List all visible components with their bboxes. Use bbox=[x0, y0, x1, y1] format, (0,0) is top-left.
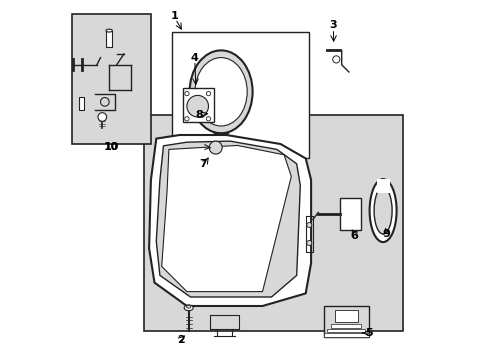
Circle shape bbox=[98, 113, 106, 121]
Circle shape bbox=[206, 117, 210, 121]
Circle shape bbox=[186, 95, 208, 117]
Ellipse shape bbox=[186, 305, 190, 308]
Text: 5: 5 bbox=[364, 328, 372, 338]
Circle shape bbox=[306, 240, 311, 246]
Polygon shape bbox=[149, 135, 310, 306]
Bar bbox=[183, 88, 213, 122]
Ellipse shape bbox=[195, 58, 247, 126]
Bar bbox=[330, 324, 361, 328]
Bar bbox=[143, 115, 402, 331]
Circle shape bbox=[209, 141, 222, 154]
Text: 4: 4 bbox=[190, 53, 198, 63]
Bar bbox=[106, 31, 112, 47]
Ellipse shape bbox=[373, 187, 391, 234]
Circle shape bbox=[101, 98, 109, 106]
Bar bbox=[72, 14, 151, 144]
Text: 1: 1 bbox=[170, 11, 178, 21]
Text: 2: 2 bbox=[177, 335, 185, 345]
Bar bbox=[323, 306, 368, 337]
Circle shape bbox=[184, 117, 189, 121]
Text: 7: 7 bbox=[199, 159, 206, 169]
Circle shape bbox=[306, 222, 311, 228]
Polygon shape bbox=[156, 141, 300, 297]
Text: 8: 8 bbox=[195, 110, 203, 120]
Bar bbox=[326, 329, 365, 332]
Bar bbox=[339, 198, 361, 230]
Bar bbox=[323, 333, 368, 337]
Circle shape bbox=[184, 91, 189, 96]
Polygon shape bbox=[376, 179, 389, 193]
Ellipse shape bbox=[106, 29, 112, 32]
Ellipse shape bbox=[369, 179, 396, 242]
Bar bbox=[172, 32, 309, 158]
Bar bbox=[79, 97, 84, 110]
Circle shape bbox=[332, 56, 339, 63]
Text: 9: 9 bbox=[382, 229, 390, 239]
Text: 6: 6 bbox=[349, 231, 358, 241]
Polygon shape bbox=[162, 145, 291, 292]
Text: 10: 10 bbox=[104, 142, 118, 152]
Text: 3: 3 bbox=[328, 20, 336, 30]
Ellipse shape bbox=[189, 50, 252, 133]
Circle shape bbox=[206, 91, 210, 96]
Bar bbox=[334, 310, 357, 322]
Ellipse shape bbox=[184, 305, 193, 311]
Text: 10: 10 bbox=[103, 142, 119, 152]
